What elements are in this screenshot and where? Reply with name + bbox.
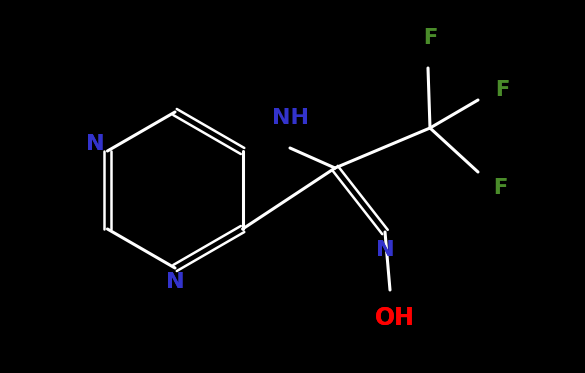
Text: NH: NH: [271, 108, 308, 128]
Text: N: N: [376, 240, 394, 260]
Text: N: N: [86, 134, 105, 154]
Text: N: N: [86, 134, 105, 154]
Text: NH: NH: [271, 108, 308, 128]
Text: F: F: [493, 178, 507, 198]
Text: F: F: [495, 80, 509, 100]
Text: OH: OH: [375, 306, 415, 330]
Text: F: F: [423, 28, 437, 48]
Text: F: F: [423, 28, 437, 48]
Text: N: N: [376, 240, 394, 260]
Text: OH: OH: [375, 306, 415, 330]
Text: F: F: [495, 80, 509, 100]
Text: F: F: [493, 178, 507, 198]
Text: N: N: [166, 272, 184, 292]
Text: N: N: [166, 272, 184, 292]
